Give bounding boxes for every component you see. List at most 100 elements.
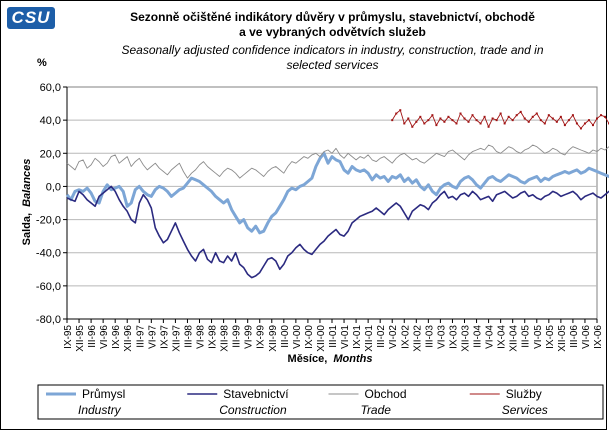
chart-title-cz-line2: a ve vybraných odvětvích služeb bbox=[239, 25, 426, 39]
x-tick-label: XII-95 bbox=[75, 325, 86, 352]
services-point bbox=[547, 114, 550, 117]
y-tick-label: -40,0 bbox=[36, 248, 61, 260]
services-point bbox=[459, 112, 462, 115]
x-tick-label: VI-05 bbox=[533, 325, 544, 349]
services-point bbox=[419, 115, 422, 118]
legend-label-en: Trade bbox=[361, 403, 392, 417]
x-tick-label: IX-03 bbox=[448, 325, 459, 349]
services-point bbox=[435, 124, 438, 127]
services-point bbox=[567, 119, 570, 122]
services-point bbox=[479, 122, 482, 125]
services-point bbox=[415, 120, 418, 123]
services-point bbox=[563, 124, 566, 127]
services-point bbox=[559, 115, 562, 118]
services-point bbox=[407, 117, 410, 120]
x-tick-label: XII-97 bbox=[171, 325, 182, 352]
y-unit-label: % bbox=[37, 57, 47, 69]
x-tick-label: XII-01 bbox=[364, 325, 375, 352]
services-point bbox=[403, 122, 406, 125]
legend-label-cz: Služby bbox=[506, 387, 542, 401]
services-point bbox=[591, 124, 594, 127]
series-line-trade bbox=[66, 144, 609, 179]
legend-label-en: Services bbox=[502, 403, 548, 417]
x-tick-label: IX-04 bbox=[497, 325, 508, 349]
x-tick-label: III-99 bbox=[232, 325, 243, 348]
csu-logo: CSU bbox=[7, 7, 55, 29]
services-point bbox=[583, 122, 586, 125]
x-tick-label: XII-02 bbox=[412, 325, 423, 352]
x-tick-label: XII-03 bbox=[461, 325, 472, 352]
x-tick-label: VI-02 bbox=[388, 325, 399, 349]
series-line-industry bbox=[65, 151, 609, 235]
legend-label-cz: Průmysl bbox=[82, 387, 125, 401]
x-tick-label: XII-96 bbox=[123, 325, 134, 352]
x-tick-label: VI-04 bbox=[485, 325, 496, 349]
x-tick-label: III-05 bbox=[521, 325, 532, 348]
services-point bbox=[423, 122, 426, 125]
x-tick-label: IX-98 bbox=[208, 325, 219, 349]
x-axis-title: Měsíce, Months bbox=[288, 353, 373, 365]
x-tick-label: VI-00 bbox=[292, 325, 303, 349]
services-point bbox=[467, 120, 470, 123]
services-point bbox=[519, 110, 522, 113]
legend-label-en: Construction bbox=[219, 403, 287, 417]
x-tick-label: IX-06 bbox=[593, 325, 604, 349]
services-point bbox=[439, 117, 442, 120]
services-point bbox=[515, 114, 518, 117]
y-tick-label: -80,0 bbox=[36, 314, 61, 326]
legend: Průmysl Industry Stavebnictví Construction O… bbox=[37, 384, 604, 420]
services-point bbox=[503, 122, 506, 125]
x-tick-label: VI-06 bbox=[581, 325, 592, 349]
x-tick-label: XII-98 bbox=[220, 325, 231, 352]
services-point bbox=[451, 119, 454, 122]
services-point bbox=[411, 125, 414, 128]
y-tick-label: 60,0 bbox=[40, 82, 61, 94]
services-point bbox=[575, 122, 578, 125]
x-tick-label: III-06 bbox=[569, 325, 580, 348]
x-tick-label: IX-97 bbox=[159, 325, 170, 349]
services-point bbox=[600, 114, 603, 117]
services-point bbox=[495, 119, 498, 122]
x-tick-label: IX-99 bbox=[256, 325, 267, 349]
x-tick-label: IX-01 bbox=[352, 325, 363, 349]
services-point bbox=[443, 120, 446, 123]
x-tick-label: VI-01 bbox=[340, 325, 351, 349]
y-tick-label: 0,0 bbox=[46, 181, 61, 193]
plot-area bbox=[66, 86, 598, 320]
services-point bbox=[511, 119, 514, 122]
x-tick-label: VI-97 bbox=[147, 325, 158, 349]
services-point bbox=[571, 114, 574, 117]
legend-label-en: Industry bbox=[78, 403, 122, 417]
series-line-construction bbox=[66, 185, 609, 279]
services-point bbox=[463, 117, 466, 120]
services-point bbox=[579, 127, 582, 130]
services-point bbox=[507, 115, 510, 118]
legend-label-cz: Stavebnictví bbox=[223, 387, 289, 401]
services-point bbox=[551, 117, 554, 120]
plot-border bbox=[66, 86, 598, 320]
x-tick-label: XII-05 bbox=[557, 325, 568, 352]
services-point bbox=[499, 112, 502, 115]
x-tick-label: VI-98 bbox=[196, 325, 207, 349]
services-point bbox=[475, 119, 478, 122]
x-tick-label: III-97 bbox=[135, 325, 146, 348]
services-point bbox=[535, 112, 538, 115]
services-point bbox=[455, 122, 458, 125]
x-tick-label: III-01 bbox=[328, 325, 339, 348]
x-tick-label: VI-96 bbox=[99, 325, 110, 349]
x-tick-label: III-04 bbox=[473, 325, 484, 348]
x-tick-label: III-98 bbox=[183, 325, 194, 348]
legend-label-cz: Obchod bbox=[365, 387, 407, 401]
services-point bbox=[531, 115, 534, 118]
services-point bbox=[604, 115, 607, 118]
x-tick-label: XII-04 bbox=[509, 325, 520, 352]
x-tick-label: XII-00 bbox=[316, 325, 327, 352]
y-tick-label: -60,0 bbox=[36, 281, 61, 293]
x-tick-label: VI-99 bbox=[244, 325, 255, 349]
x-tick-label: IX-05 bbox=[545, 325, 556, 349]
services-point bbox=[543, 122, 546, 125]
services-point bbox=[527, 120, 530, 123]
chart-subtitle-en-line1: Seasonally adjusted confidence indicator… bbox=[121, 43, 544, 57]
services-point bbox=[427, 119, 430, 122]
